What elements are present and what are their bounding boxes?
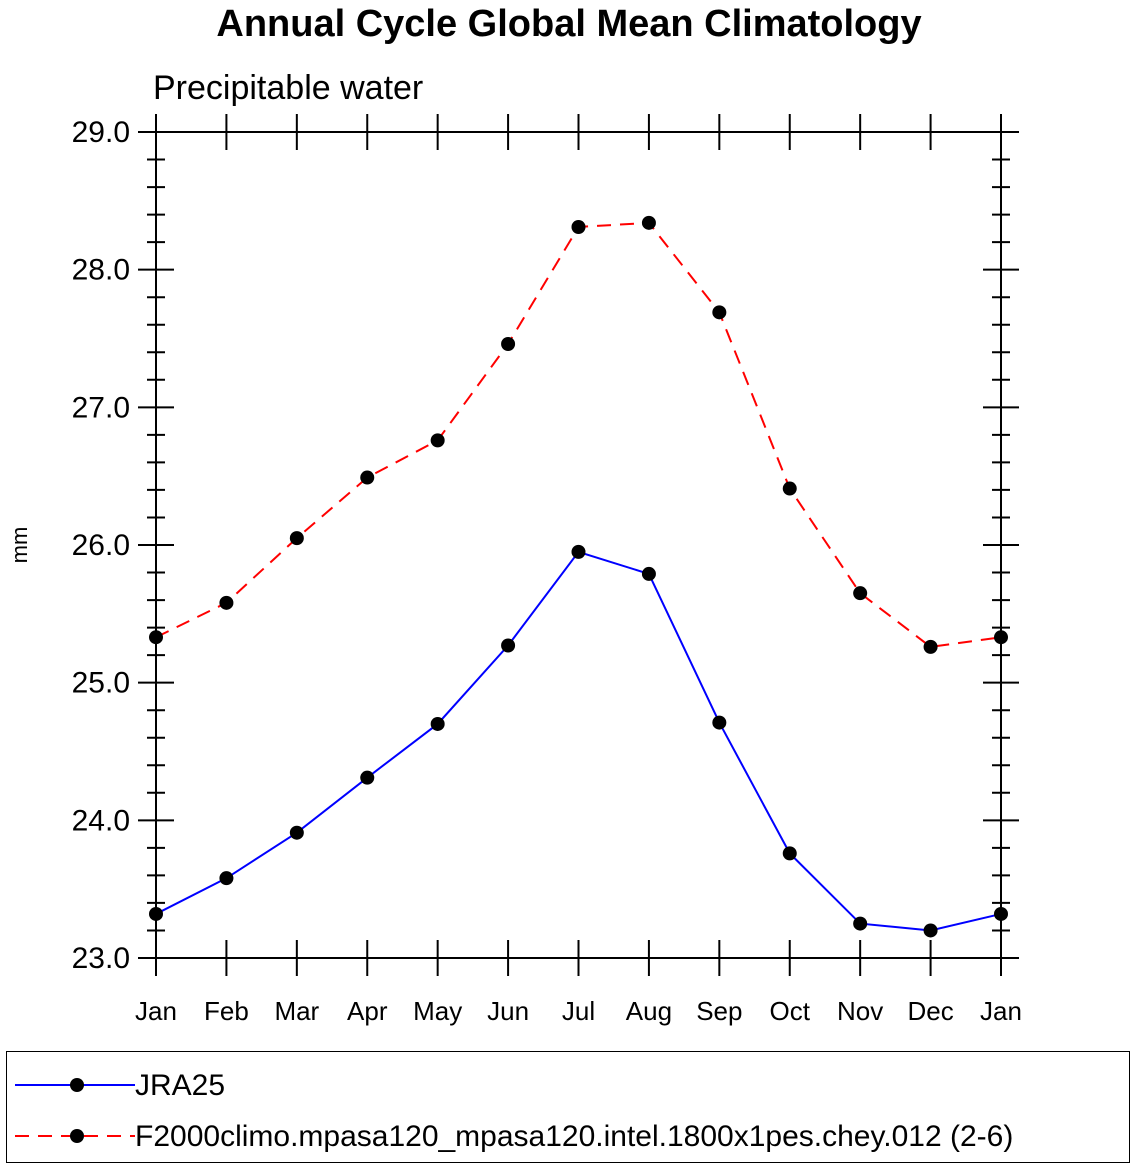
x-tick-label: Aug: [626, 996, 672, 1026]
series-line-0: [155, 550, 1002, 932]
plot-frame: [155, 131, 1002, 959]
data-point-series-1: [853, 586, 868, 601]
data-point-series-0: [641, 566, 656, 581]
y-axis-label: mm: [7, 527, 32, 564]
series-line-1: [155, 221, 1002, 648]
y-tick-label: 27.0: [72, 391, 130, 424]
x-tick-label: Jan: [135, 996, 177, 1026]
data-point-series-0: [501, 638, 516, 653]
y-tick-label: 25.0: [72, 667, 130, 700]
x-tick-label: Jan: [980, 996, 1022, 1026]
y-tick-label: 23.0: [72, 942, 130, 975]
tick-layer: 23.0 24.0 25.0 26.0 27.0 28.0 29.0 Jan Feb Mar Apr…: [72, 114, 1022, 1026]
chart-subtitle: Precipitable water: [153, 69, 423, 107]
legend-item-f2000climo: F2000climo.mpasa120_mpasa120.intel.1800x…: [7, 1116, 1129, 1156]
chart-title: Annual Cycle Global Mean Climatology: [216, 3, 921, 45]
x-tick-label: Nov: [837, 996, 883, 1026]
data-point-series-1: [430, 433, 445, 448]
y-tick-label: 26.0: [72, 529, 130, 562]
data-point-series-1: [641, 215, 656, 230]
legend-swatch-f2000climo: [15, 1129, 135, 1143]
series-layer: [149, 215, 1008, 938]
data-point-series-0: [853, 916, 868, 931]
data-point-series-1: [782, 481, 797, 496]
data-point-series-0: [430, 716, 445, 731]
data-point-series-1: [712, 305, 727, 320]
y-tick-label: 28.0: [72, 254, 130, 287]
data-point-series-1: [501, 337, 516, 352]
chart-canvas: Annual Cycle Global Mean Climatology Pre…: [7, 3, 1022, 1026]
data-point-series-0: [219, 871, 234, 886]
x-tick-label: Sep: [696, 996, 742, 1026]
legend: JRA25 F2000climo.mpasa120_mpasa120.intel…: [6, 1051, 1130, 1163]
data-point-series-0: [289, 825, 304, 840]
data-point-series-0: [712, 715, 727, 730]
data-point-series-1: [360, 470, 375, 485]
data-point-series-0: [923, 923, 938, 938]
y-tick-label: 24.0: [72, 804, 130, 837]
x-tick-label: May: [413, 996, 462, 1026]
y-tick-label: 29.0: [72, 116, 130, 149]
x-tick-label: Mar: [274, 996, 319, 1026]
data-point-series-1: [289, 531, 304, 546]
x-tick-label: Jul: [562, 996, 595, 1026]
x-tick-label: Oct: [770, 996, 811, 1026]
data-point-series-0: [782, 846, 797, 861]
x-tick-label: Feb: [204, 996, 249, 1026]
legend-label-jra25: JRA25: [135, 1069, 226, 1102]
legend-swatch-jra25: [15, 1078, 135, 1092]
x-tick-label: Dec: [907, 996, 953, 1026]
data-point-series-0: [571, 544, 586, 559]
data-point-series-1: [219, 595, 234, 610]
x-tick-label: Jun: [487, 996, 529, 1026]
data-point-series-1: [923, 639, 938, 654]
data-point-series-0: [360, 770, 375, 785]
legend-item-jra25: JRA25: [7, 1065, 1129, 1105]
x-tick-label: Apr: [347, 996, 388, 1026]
legend-label-f2000climo: F2000climo.mpasa120_mpasa120.intel.1800x…: [135, 1120, 1014, 1153]
data-point-series-1: [571, 219, 586, 234]
